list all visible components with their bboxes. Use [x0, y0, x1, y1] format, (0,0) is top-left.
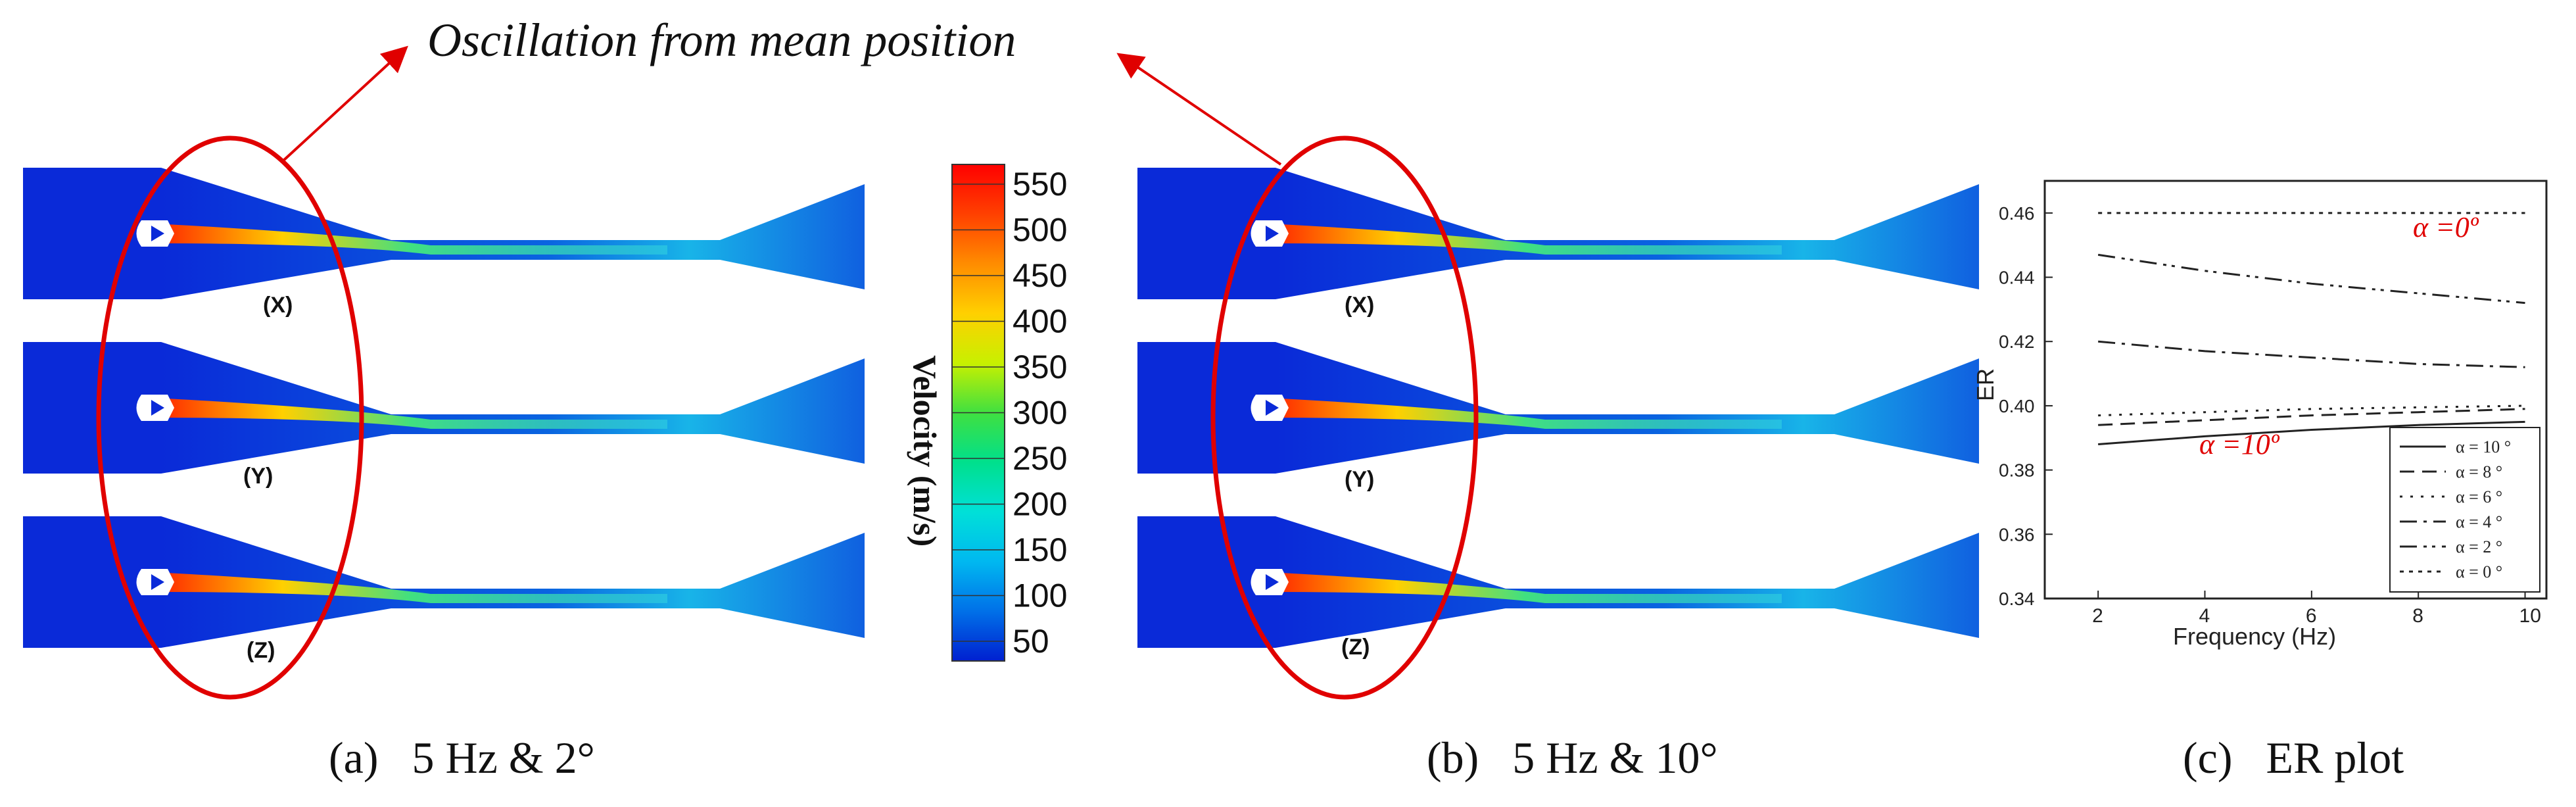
velocity-colorbar: 550 500 450 400 350 300 250 200 150 100 50 Velocit… [907, 164, 1067, 662]
arrow-to-annotation-b [1116, 53, 1282, 166]
label-b-y: (Y) [1345, 467, 1374, 492]
caption-a: (a) 5 Hz & 2° [329, 733, 595, 783]
colorbar-title: Velocity (m/s) [907, 355, 943, 547]
er-ytick-label: 0.34 [1999, 589, 2035, 609]
er-xtick-label: 4 [2199, 605, 2210, 627]
colorbar-tick-label: 550 [1013, 166, 1067, 203]
oscillation-annotation: Oscillation from mean position [96, 14, 1479, 700]
highlight-ellipse-a [96, 135, 364, 700]
er-xlabel: Frequency (Hz) [2173, 623, 2336, 650]
er-legend-label: α = 8 ° [2456, 462, 2502, 481]
nozzle-contour-a-z [23, 516, 865, 648]
nozzle-contour-b-y [1137, 342, 1979, 474]
annotation-alpha-10: α =10º [2199, 428, 2280, 460]
er-legend-label: α = 2 ° [2456, 537, 2502, 556]
colorbar-tick-label: 450 [1013, 257, 1067, 294]
er-ylabel: ER [1972, 368, 1999, 401]
colorbar-tick-label: 300 [1013, 395, 1067, 431]
er-legend-label: α = 4 ° [2456, 512, 2502, 531]
er-plot: 2 4 6 8 10 0.34 0.36 0.38 0.40 0.42 0.44 0.46 Frequ… [1972, 180, 2548, 650]
nozzle-contour-a-x [23, 168, 865, 299]
er-series-line [2098, 420, 2525, 446]
nozzle-contour-a-y [23, 342, 865, 474]
er-series-line [2097, 253, 2525, 305]
label-a-z: (Z) [247, 638, 275, 663]
label-a-x: (X) [263, 293, 293, 318]
label-b-x: (X) [1345, 293, 1374, 318]
colorbar-tick-label: 100 [1013, 577, 1067, 614]
er-series-line [2098, 340, 2525, 368]
colorbar-tick-label: 500 [1013, 212, 1067, 249]
er-ytick-label: 0.36 [1999, 524, 2035, 545]
er-ytick-label: 0.40 [1999, 396, 2035, 416]
label-a-y: (Y) [243, 464, 273, 489]
highlight-ellipse-b [1210, 135, 1479, 700]
colorbar-tick-label: 150 [1013, 531, 1067, 568]
colorbar-tick-label: 350 [1013, 349, 1067, 385]
er-xtick-label: 10 [2519, 605, 2541, 627]
colorbar-tick-label: 200 [1013, 486, 1067, 523]
er-legend-label: α = 6 ° [2456, 487, 2502, 506]
er-plot-axes: 2 4 6 8 10 0.34 0.36 0.38 0.40 0.42 0.44 0.46 [1999, 203, 2541, 627]
er-xtick-label: 2 [2092, 605, 2103, 627]
er-legend-label: α = 10 ° [2456, 437, 2511, 456]
colorbar-tick-label: 400 [1013, 303, 1067, 340]
nozzle-panel-a: (X) (Y) (Z) [23, 168, 865, 663]
er-legend-label: α = 0 ° [2456, 562, 2502, 581]
er-ytick-label: 0.42 [1999, 331, 2035, 352]
colorbar-tick-label: 250 [1013, 440, 1067, 477]
er-legend: α = 10 ° α = 8 ° α = 6 ° α = 4 ° α = 2 ° α = … [2389, 427, 2540, 593]
nozzle-contour-b-z [1137, 516, 1979, 648]
er-series-line [2098, 408, 2525, 426]
colorbar-ticks: 550 500 450 400 350 300 250 200 150 100 50 [952, 166, 1067, 660]
er-ytick-label: 0.38 [1999, 460, 2035, 481]
caption-b: (b) 5 Hz & 10° [1427, 733, 1718, 783]
annotation-text: Oscillation from mean position [427, 14, 1016, 66]
label-b-z: (Z) [1341, 635, 1370, 660]
er-xtick-label: 8 [2412, 605, 2423, 627]
er-xtick-label: 6 [2306, 605, 2317, 627]
er-legend-box [2389, 427, 2540, 593]
caption-c: (c) ER plot [2183, 733, 2404, 783]
er-ytick-label: 0.44 [1999, 268, 2035, 288]
er-ytick-label: 0.46 [1999, 203, 2035, 224]
arrow-to-annotation-a [281, 45, 408, 162]
annotation-alpha-0: α =0º [2413, 211, 2479, 243]
er-plot-series [2097, 212, 2525, 446]
colorbar-tick-label: 50 [1013, 623, 1049, 660]
nozzle-panel-b: (X) (Y) (Z) [1137, 168, 1979, 660]
nozzle-contour-b-x [1137, 168, 1979, 299]
